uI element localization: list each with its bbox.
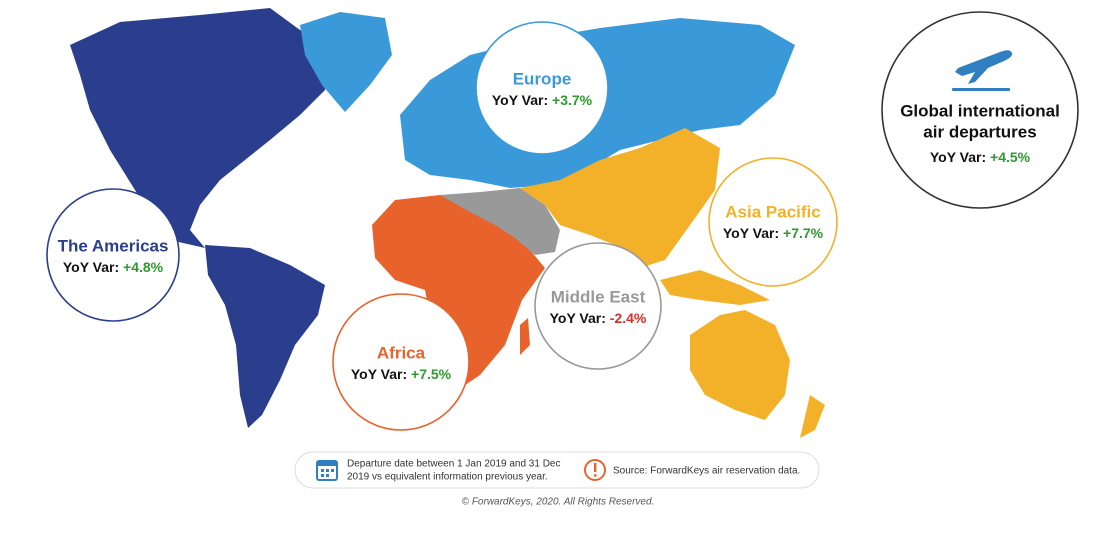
yoy-label: YoY Var:	[723, 225, 779, 241]
yoy-value: +7.5%	[411, 366, 452, 382]
region-yoy: YoY Var: +4.8%	[63, 259, 164, 275]
region-circle	[46, 188, 180, 322]
date-note: Departure date between 1 Jan 2019 and 31…	[347, 459, 561, 470]
region-yoy: YoY Var: +7.7%	[723, 225, 824, 241]
region-name: The Americas	[58, 236, 169, 255]
global-title: Global international	[900, 101, 1060, 120]
yoy-value: +3.7%	[552, 92, 593, 108]
region-circle	[534, 242, 662, 370]
source-note: Source: ForwardKeys air reservation data…	[613, 466, 800, 477]
yoy-value: -2.4%	[610, 310, 647, 326]
global-title: air departures	[923, 122, 1036, 141]
asia	[520, 128, 720, 268]
region-circle	[332, 293, 470, 431]
yoy-label: YoY Var:	[492, 92, 548, 108]
region-name: Asia Pacific	[725, 202, 820, 221]
plane-icon	[952, 50, 1013, 91]
region-circle	[475, 21, 609, 155]
yoy-label: YoY Var:	[351, 366, 407, 382]
yoy-label: YoY Var:	[930, 149, 986, 165]
greenland	[300, 12, 392, 112]
global-yoy: YoY Var: +4.5%	[930, 149, 1031, 165]
region-circle	[708, 157, 838, 287]
yoy-value: +4.8%	[123, 259, 164, 275]
world-map	[70, 8, 825, 438]
region-yoy: YoY Var: +3.7%	[492, 92, 593, 108]
africa	[372, 195, 545, 392]
new-zealand	[800, 395, 825, 438]
islands	[660, 270, 770, 305]
region-name: Europe	[513, 69, 572, 88]
madagascar	[520, 318, 530, 355]
copyright: © ForwardKeys, 2020. All Rights Reserved…	[462, 497, 655, 508]
yoy-label: YoY Var:	[550, 310, 606, 326]
calendar-icon	[316, 460, 338, 481]
yoy-value: +4.5%	[990, 149, 1031, 165]
south-america	[205, 245, 325, 428]
footer-box	[294, 451, 820, 489]
region-name: Africa	[377, 343, 426, 362]
region-name: Middle East	[551, 287, 646, 306]
region-yoy: YoY Var: -2.4%	[550, 310, 647, 326]
info-icon	[584, 459, 606, 481]
north-america	[70, 8, 330, 248]
global-circle	[881, 11, 1079, 209]
middle-east	[440, 188, 560, 255]
region-yoy: YoY Var: +7.5%	[351, 366, 452, 382]
yoy-label: YoY Var:	[63, 259, 119, 275]
date-note: 2019 vs equivalent information previous …	[347, 472, 548, 483]
australia	[690, 310, 790, 420]
yoy-value: +7.7%	[783, 225, 824, 241]
